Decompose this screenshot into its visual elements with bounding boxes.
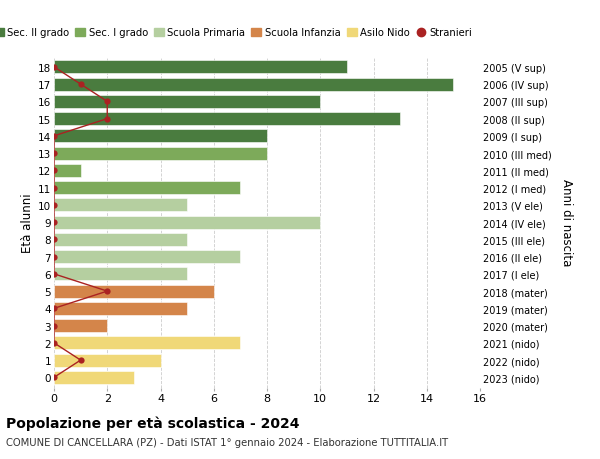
Bar [54, 147, 267, 160]
Bar [54, 164, 80, 178]
Text: COMUNE DI CANCELLARA (PZ) - Dati ISTAT 1° gennaio 2024 - Elaborazione TUTTITALIA: COMUNE DI CANCELLARA (PZ) - Dati ISTAT 1… [6, 437, 448, 447]
Bar [54, 285, 214, 298]
Bar [54, 113, 400, 126]
Bar [54, 302, 187, 315]
Bar [54, 130, 267, 143]
Text: Popolazione per età scolastica - 2024: Popolazione per età scolastica - 2024 [6, 415, 299, 430]
Bar [54, 251, 241, 263]
Bar [54, 199, 187, 212]
Bar [54, 336, 241, 350]
Bar [54, 61, 347, 74]
Bar [54, 233, 187, 246]
Bar [54, 268, 187, 281]
Bar [54, 182, 241, 195]
Y-axis label: Età alunni: Età alunni [21, 193, 34, 252]
Bar [54, 78, 454, 91]
Bar [54, 95, 320, 109]
Bar [54, 216, 320, 229]
Bar [54, 319, 107, 332]
Legend: Sec. II grado, Sec. I grado, Scuola Primaria, Scuola Infanzia, Asilo Nido, Stran: Sec. II grado, Sec. I grado, Scuola Prim… [0, 24, 476, 42]
Bar [54, 371, 134, 384]
Bar [54, 354, 161, 367]
Y-axis label: Anni di nascita: Anni di nascita [560, 179, 573, 266]
